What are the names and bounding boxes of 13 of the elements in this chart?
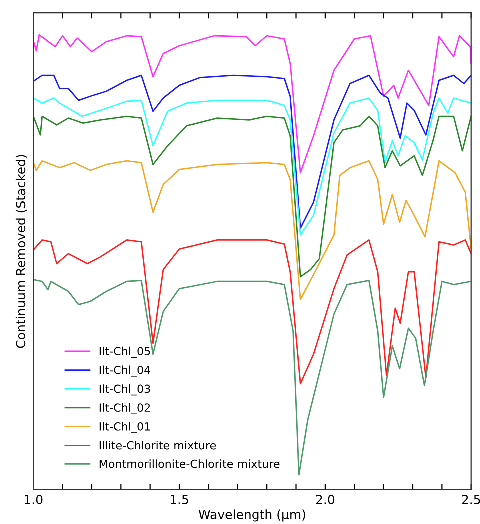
x-tick-label: 1.0: [25, 495, 43, 504]
x-axis-title: Wavelength (µm): [198, 510, 306, 522]
legend-label: Ilt-Chl_01: [100, 422, 150, 434]
legend-label: Montmorillonite-Chlorite mixture: [100, 460, 280, 468]
legend-label: Illite-Chlorite mixture: [100, 441, 216, 450]
x-tick-label: 1.5: [170, 495, 188, 504]
legend-label: Ilt-Chl_05: [100, 346, 150, 358]
x-tick-label: 2.5: [462, 495, 480, 504]
x-tick-label: 2.0: [316, 495, 335, 504]
y-axis-title: Continuum Removed (Stacked): [16, 155, 28, 348]
legend-label: Ilt-Chl_03: [100, 384, 150, 396]
legend-label: Ilt-Chl_02: [100, 403, 150, 414]
legend-label: Ilt-Chl_04: [100, 366, 151, 377]
